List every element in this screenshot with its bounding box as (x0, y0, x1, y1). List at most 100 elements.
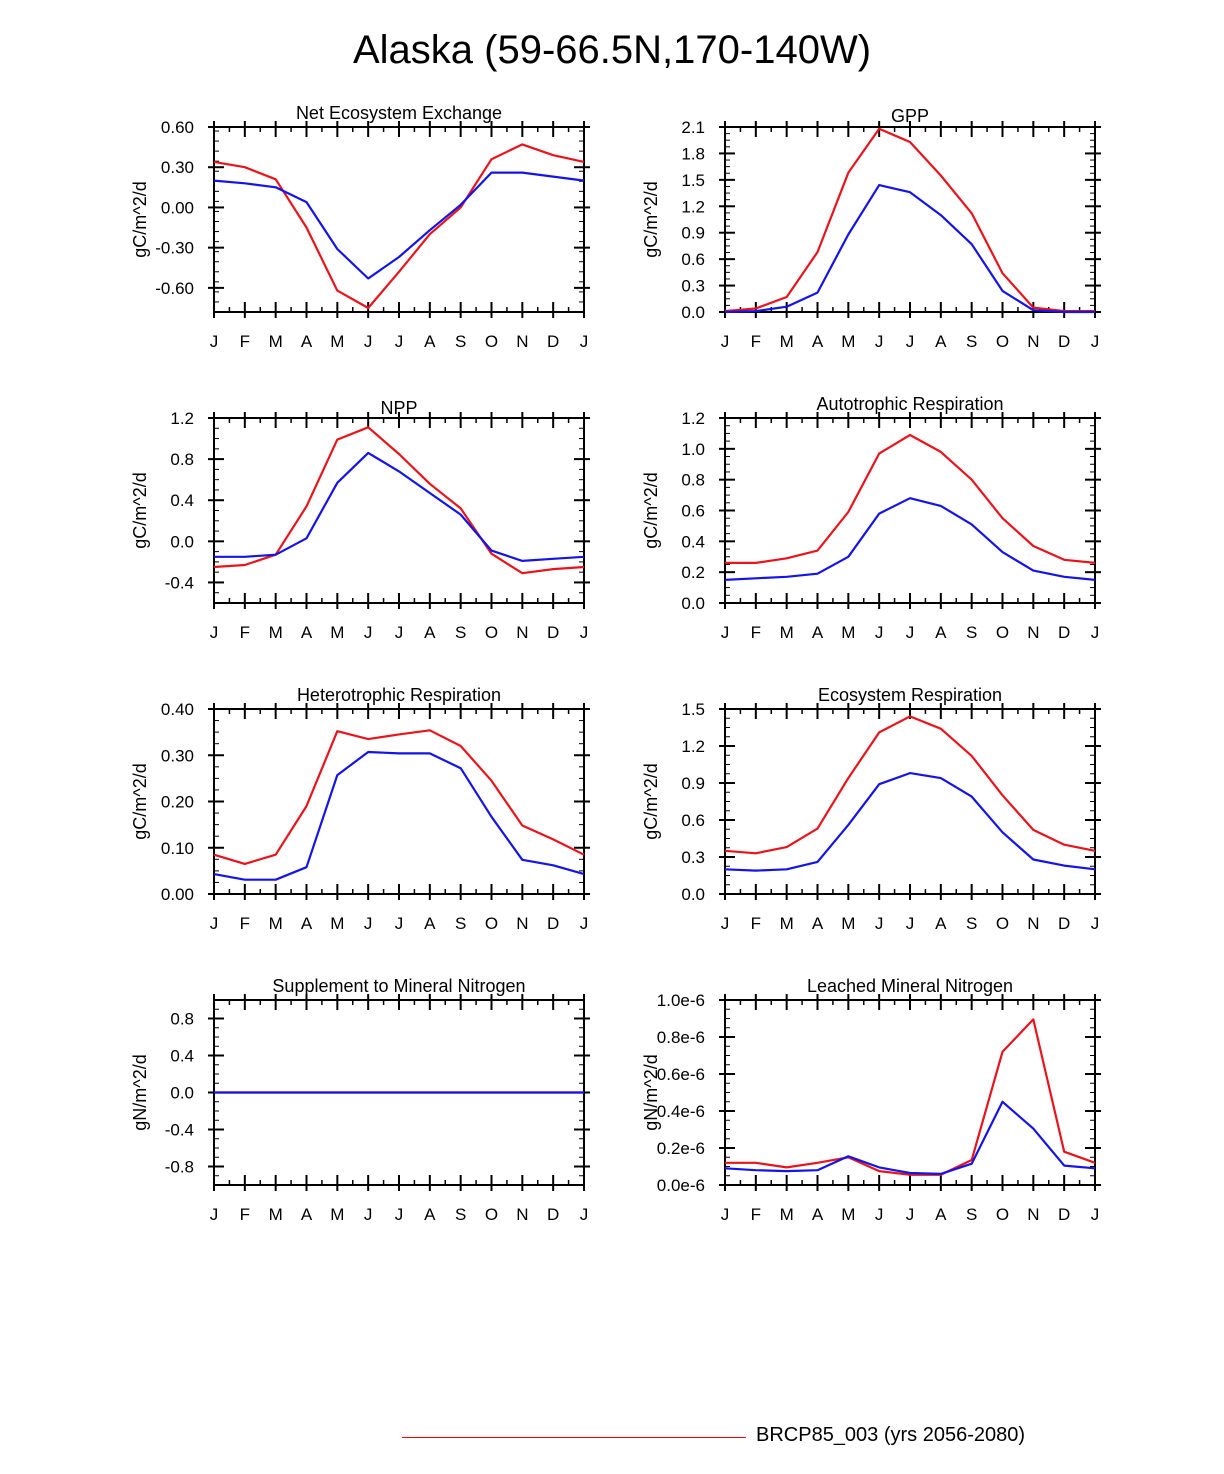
x-tick-label: J (395, 914, 404, 933)
x-tick-label: M (269, 1205, 283, 1224)
x-tick-label: O (485, 332, 498, 351)
x-tick-label: S (966, 1205, 977, 1224)
x-tick-label: J (364, 1205, 373, 1224)
plot-frame (213, 708, 585, 895)
y-tick-label: 0.0 (170, 532, 194, 551)
series-line-blue (724, 184, 1095, 314)
x-tick-label: A (935, 623, 947, 642)
x-tick-label: M (330, 332, 344, 351)
x-tick-label: M (841, 914, 855, 933)
y-tick-label: 0.0e-6 (657, 1176, 705, 1195)
x-tick-label: D (547, 332, 559, 351)
legend-label: BRCP85_003 (yrs 2056-2080) (756, 1424, 1026, 1446)
x-tick-label: N (516, 1205, 528, 1224)
series-line-blue (724, 497, 1096, 581)
series-line-red (725, 433, 1096, 565)
x-tick-label: M (269, 914, 283, 933)
y-tick-label: 0.8 (681, 471, 705, 490)
x-tick-label: J (395, 623, 404, 642)
x-tick-label: O (996, 332, 1009, 351)
x-tick-label: A (812, 914, 824, 933)
y-tick-label: 0.3 (681, 848, 705, 867)
x-tick-label: M (780, 623, 794, 642)
x-tick-label: M (841, 1205, 855, 1224)
x-tick-label: J (580, 332, 589, 351)
x-tick-label: M (780, 914, 794, 933)
y-tick-label: -0.60 (155, 279, 194, 298)
x-tick-label: J (721, 914, 730, 933)
x-tick-label: N (516, 332, 528, 351)
x-tick-label: F (240, 332, 250, 351)
plot-frame (724, 999, 1096, 1186)
x-tick-label: S (455, 332, 466, 351)
x-tick-label: J (580, 623, 589, 642)
y-tick-label: 0.0 (681, 594, 705, 613)
y-tick-label: 1.8 (681, 144, 705, 163)
x-tick-label: F (240, 1205, 250, 1224)
y-axis-label: gC/m^2/d (130, 181, 150, 257)
x-tick-label: A (301, 1205, 313, 1224)
legend-line-swatch (402, 1437, 746, 1438)
y-tick-label: 0.2e-6 (657, 1139, 705, 1158)
x-tick-label: J (395, 1205, 404, 1224)
x-tick-label: A (935, 914, 947, 933)
x-tick-label: J (906, 1205, 915, 1224)
y-tick-label: -0.8 (165, 1158, 194, 1177)
x-tick-label: J (210, 332, 219, 351)
x-tick-label: J (210, 623, 219, 642)
x-tick-label: J (875, 914, 884, 933)
chart-title: GPP (891, 106, 929, 126)
x-tick-label: A (812, 623, 824, 642)
y-tick-label: 0.4 (681, 532, 705, 551)
x-tick-label: J (364, 623, 373, 642)
x-tick-label: J (721, 1205, 730, 1224)
x-tick-label: F (751, 623, 761, 642)
series-line-red (213, 143, 585, 310)
x-tick-label: F (240, 914, 250, 933)
x-tick-label: N (1027, 623, 1039, 642)
y-tick-label: 2.1 (681, 118, 705, 137)
y-tick-label: 0.20 (161, 793, 194, 812)
x-tick-label: A (301, 914, 313, 933)
y-tick-label: 0.6e-6 (657, 1065, 705, 1084)
x-tick-label: M (269, 332, 283, 351)
series-line-red (213, 426, 585, 575)
x-tick-label: A (812, 1205, 824, 1224)
series-line-red (213, 729, 585, 866)
x-tick-label: J (580, 1205, 589, 1224)
figure-title: Alaska (59-66.5N,170-140W) (352, 28, 872, 72)
series-line-blue (724, 771, 1096, 872)
x-tick-label: D (547, 914, 559, 933)
y-tick-label: 0.0 (170, 1084, 194, 1103)
x-tick-label: F (751, 332, 761, 351)
y-axis-label: gC/m^2/d (641, 181, 661, 257)
y-tick-label: -0.4 (165, 1121, 194, 1140)
y-tick-label: 0.40 (161, 700, 194, 719)
x-tick-label: J (875, 623, 884, 642)
x-tick-label: N (516, 914, 528, 933)
y-tick-label: -0.30 (155, 239, 194, 258)
series-line-red (724, 715, 1096, 855)
chart-title: Heterotrophic Respiration (297, 685, 501, 705)
x-tick-label: M (330, 623, 344, 642)
chart-title: Net Ecosystem Exchange (296, 103, 502, 123)
chart-title: Leached Mineral Nitrogen (807, 976, 1013, 996)
series-line-blue (213, 171, 585, 280)
x-tick-label: A (935, 332, 947, 351)
y-tick-label: 0.3 (681, 277, 705, 296)
x-tick-label: F (240, 623, 250, 642)
y-tick-label: 0.6 (681, 811, 705, 830)
x-tick-label: S (966, 914, 977, 933)
y-tick-label: 0.60 (161, 118, 194, 137)
y-tick-label: 0.00 (161, 885, 194, 904)
x-tick-label: A (812, 332, 824, 351)
y-tick-label: 1.0e-6 (657, 991, 705, 1010)
x-tick-label: J (395, 332, 404, 351)
x-tick-label: O (996, 914, 1009, 933)
x-tick-label: F (751, 914, 761, 933)
y-tick-label: 0.4e-6 (657, 1102, 705, 1121)
